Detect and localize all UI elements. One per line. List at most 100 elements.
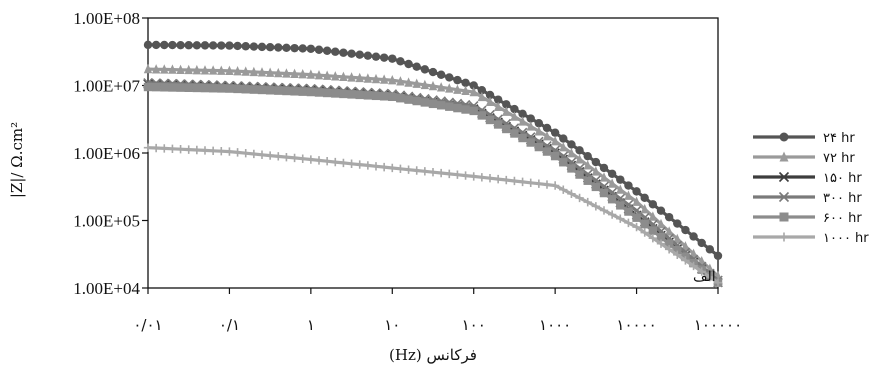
- data-point: [453, 75, 462, 85]
- data-point: [575, 154, 584, 164]
- data-point: [493, 174, 503, 184]
- data-point: [355, 90, 364, 100]
- data-point: [673, 245, 682, 255]
- data-point: [779, 232, 789, 242]
- data-point: [428, 67, 438, 77]
- data-point: [778, 171, 790, 183]
- data-point: [290, 68, 299, 79]
- data-point: [445, 83, 454, 93]
- data-point: [477, 91, 487, 102]
- data-point: [705, 245, 715, 254]
- data-point: [502, 175, 511, 185]
- data-point: [363, 161, 373, 170]
- data-point: [681, 241, 690, 251]
- data-point: [713, 251, 723, 260]
- data-point: [599, 206, 609, 215]
- data-point: [656, 232, 666, 242]
- data-point: [379, 92, 389, 101]
- data-point: [322, 46, 332, 55]
- data-point: [355, 72, 364, 83]
- data-point: [225, 147, 234, 156]
- data-point: [510, 176, 519, 186]
- data-point: [673, 250, 682, 260]
- data-point: [567, 189, 576, 199]
- legend-label: ۳۰۰ hr: [823, 191, 862, 206]
- data-point: [485, 90, 495, 100]
- data-point: [599, 172, 609, 182]
- data-point: [249, 42, 259, 51]
- data-point: [559, 185, 568, 194]
- data-point: [599, 188, 609, 198]
- data-point: [534, 126, 544, 136]
- data-point: [298, 44, 307, 53]
- data-point: [583, 160, 592, 170]
- data-point: [518, 109, 527, 119]
- x-tick-label: ۱۰۰۰: [539, 316, 571, 334]
- legend: ۲۴ hr ۷۲ hr ۱۵۰ hr ۳۰۰ hr ۶۰۰ hr ۱۰۰۰ hr: [753, 131, 869, 246]
- data-point: [412, 96, 421, 106]
- data-point: [151, 82, 161, 92]
- data-point: [379, 162, 389, 172]
- data-point: [550, 135, 560, 146]
- data-point: [347, 90, 356, 99]
- data-point: [184, 83, 193, 92]
- data-point: [331, 157, 340, 167]
- data-point: [428, 167, 438, 177]
- data-point: [616, 214, 625, 223]
- data-point: [371, 91, 381, 101]
- data-point: [143, 40, 153, 50]
- data-point: [616, 175, 625, 184]
- data-point: [217, 84, 226, 93]
- data-point: [217, 146, 226, 156]
- data-point: [542, 123, 552, 133]
- data-point: [664, 226, 674, 236]
- data-point: [559, 158, 568, 167]
- data-point: [591, 182, 601, 192]
- data-point: [290, 153, 299, 163]
- data-point: [257, 85, 267, 95]
- data-point: [436, 70, 446, 79]
- data-point: [314, 88, 324, 97]
- legend-item: ۳۰۰ hr: [753, 191, 862, 206]
- data-point: [469, 86, 478, 97]
- data-point: [306, 87, 316, 97]
- data-point: [184, 145, 193, 154]
- data-point: [208, 84, 218, 93]
- data-point: [225, 84, 234, 93]
- data-point: [575, 170, 584, 179]
- data-point: [331, 47, 340, 56]
- data-point: [705, 272, 715, 282]
- data-point: [314, 156, 324, 165]
- data-point: [648, 211, 658, 221]
- data-point: [404, 59, 413, 69]
- legend-item: ۲۴ hr: [753, 131, 855, 146]
- series-6: [143, 143, 723, 287]
- data-point: [347, 72, 356, 82]
- data-point: [502, 100, 511, 109]
- data-point: [225, 41, 234, 50]
- data-point: [388, 92, 397, 102]
- data-point: [404, 77, 413, 87]
- data-point: [217, 65, 226, 75]
- data-point: [673, 233, 682, 244]
- legend-label: ۱۰۰۰ hr: [823, 231, 869, 246]
- data-point: [616, 184, 625, 194]
- data-point: [510, 104, 519, 114]
- data-point: [257, 42, 267, 52]
- data-point: [461, 105, 470, 114]
- data-point: [648, 200, 658, 209]
- data-point: [493, 95, 503, 104]
- legend-label: ۲۴ hr: [823, 131, 855, 146]
- y-tick-label: 1.00E+04: [73, 279, 140, 298]
- data-point: [583, 176, 592, 185]
- data-point: [347, 159, 356, 168]
- data-point: [640, 193, 649, 203]
- data-point: [648, 233, 658, 243]
- data-point: [632, 196, 641, 206]
- y-tick-label: 1.00E+06: [73, 144, 140, 163]
- data-point: [461, 85, 470, 96]
- data-point: [778, 191, 790, 203]
- data-point: [575, 193, 584, 203]
- data-point: [192, 41, 202, 50]
